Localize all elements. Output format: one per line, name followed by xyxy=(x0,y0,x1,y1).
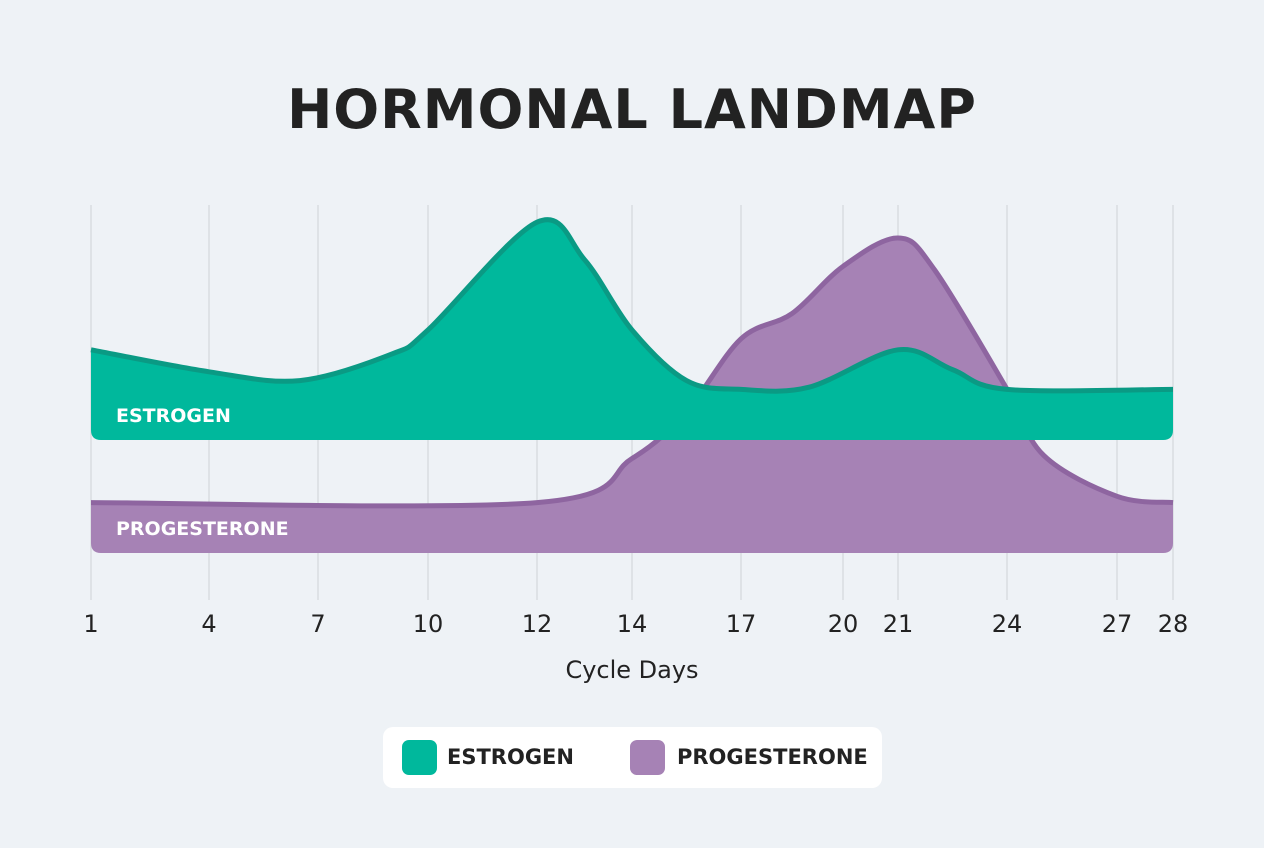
legend-label-estrogen: ESTROGEN xyxy=(447,745,574,769)
x-tick-label: 7 xyxy=(310,610,325,638)
legend-label-progesterone: PROGESTERONE xyxy=(677,745,868,769)
x-tick-label: 24 xyxy=(992,610,1023,638)
x-axis-label: Cycle Days xyxy=(565,656,699,684)
x-tick-label: 28 xyxy=(1158,610,1189,638)
x-tick-label: 14 xyxy=(617,610,648,638)
area-progesterone xyxy=(91,237,1173,553)
legend-swatch-progesterone xyxy=(630,740,665,775)
line-progesterone xyxy=(90,235,1174,509)
legend: ESTROGEN PROGESTERONE xyxy=(383,727,882,788)
area-estrogen xyxy=(91,219,1173,440)
x-tick-label: 1 xyxy=(83,610,98,638)
series-label-estrogen: ESTROGEN xyxy=(116,405,231,427)
line-estrogen xyxy=(90,217,1174,394)
x-tick-label: 10 xyxy=(413,610,444,638)
legend-swatch-estrogen xyxy=(402,740,437,775)
x-tick-label: 21 xyxy=(883,610,914,638)
x-tick-label: 4 xyxy=(201,610,216,638)
x-tick-label: 20 xyxy=(828,610,859,638)
chart-title: HORMONAL LANDMAP xyxy=(287,78,977,141)
x-tick-label: 12 xyxy=(522,610,553,638)
series-label-progesterone: PROGESTERONE xyxy=(116,518,289,540)
x-tick-label: 27 xyxy=(1102,610,1133,638)
x-tick-label: 17 xyxy=(726,610,757,638)
